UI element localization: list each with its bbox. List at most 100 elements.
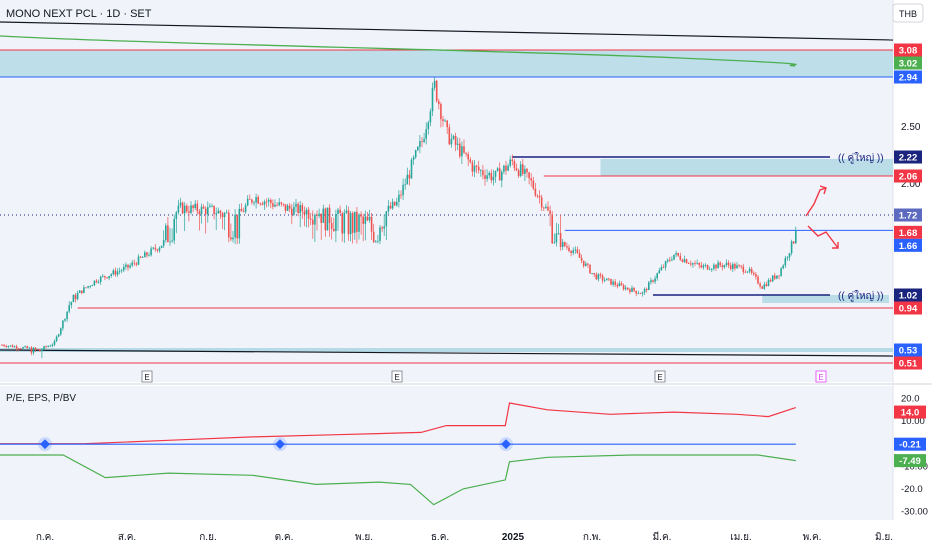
candle-body	[307, 209, 310, 219]
candle-body	[648, 282, 650, 291]
earnings-marker[interactable]: E	[657, 373, 662, 382]
big-player-label-high: (( คู่ใหญ่ ))	[838, 152, 884, 164]
currency-badge[interactable]: THB	[899, 9, 917, 19]
candle-body	[396, 201, 398, 206]
candle-body	[259, 203, 262, 205]
candle-body	[511, 159, 514, 162]
candle-body	[503, 165, 505, 172]
candle-body	[708, 269, 711, 271]
candle-body	[47, 346, 49, 347]
annotations-layer: (( คู่ใหญ่ )) (( คู่ใหญ่ )) E E E E	[141, 152, 884, 383]
candle-body	[717, 262, 719, 269]
candle-body	[576, 249, 579, 254]
candle-body	[280, 202, 283, 204]
candle-body	[788, 253, 791, 258]
earnings-marker-upcoming[interactable]: E	[818, 373, 823, 382]
candle-body	[381, 227, 383, 229]
indicator-badge-label: -0.21	[899, 440, 921, 451]
candle-body	[43, 346, 45, 350]
currency-badge-box[interactable]	[892, 3, 924, 23]
candle-body	[444, 120, 446, 122]
candle-body	[454, 135, 457, 145]
candle-body	[202, 206, 205, 209]
indicator-line-pbv	[0, 454, 796, 506]
candle-body	[738, 265, 740, 267]
candle-body	[154, 247, 157, 250]
candle-body	[343, 212, 346, 234]
price-badge-box	[894, 169, 922, 183]
candle-body	[763, 284, 766, 289]
big-player-zone-low	[762, 295, 889, 303]
candle-body	[612, 281, 614, 285]
candle-body	[135, 263, 138, 265]
candle-body	[173, 218, 175, 241]
candle-body	[790, 241, 793, 254]
candle-body	[461, 146, 463, 157]
candle-body	[706, 264, 709, 270]
candle-body	[133, 262, 136, 264]
candle-body	[99, 276, 102, 282]
candle-body	[513, 161, 516, 169]
candle-body	[110, 274, 112, 276]
candle-body	[440, 104, 442, 120]
candle-body	[217, 210, 220, 214]
indicator-badge-label: -7.49	[899, 456, 921, 467]
candle-body	[276, 204, 278, 206]
price-badge-box	[894, 43, 922, 57]
candle-body	[778, 275, 780, 277]
candle-body	[354, 211, 356, 233]
candle-body	[81, 290, 83, 293]
candle-body	[664, 261, 667, 268]
candle-body	[200, 206, 203, 215]
candle-body	[272, 203, 274, 207]
candle-body	[141, 257, 144, 258]
candle-body	[429, 111, 432, 123]
candle-body	[448, 127, 451, 145]
earnings-marker-upcoming-box[interactable]	[815, 370, 827, 383]
candle-body	[486, 175, 488, 179]
earnings-marker[interactable]: E	[144, 373, 149, 382]
candle-body	[591, 272, 593, 274]
candle-body	[658, 270, 661, 274]
candle-body	[379, 227, 381, 241]
candle-body	[282, 203, 285, 205]
candle-body	[39, 349, 41, 352]
candle-body	[246, 198, 249, 206]
candle-body	[322, 208, 325, 223]
candle-body	[95, 280, 98, 283]
candle-body	[162, 240, 165, 246]
candle-body	[746, 271, 749, 273]
candle-body	[242, 211, 245, 213]
candle-body	[463, 146, 465, 153]
big-player-zone-high	[600, 159, 893, 176]
price-badge-box	[894, 208, 922, 222]
candle-body	[753, 272, 755, 275]
candle-body	[265, 201, 268, 203]
candle-body	[391, 201, 394, 209]
candle-body	[64, 319, 66, 321]
candle-body	[543, 207, 545, 209]
earnings-marker[interactable]: E	[394, 373, 399, 382]
time-tick-label: 2025	[502, 532, 525, 543]
candle-body	[18, 348, 20, 350]
earnings-marker-box[interactable]	[654, 370, 666, 383]
candle-body	[72, 294, 75, 303]
candle-body	[585, 263, 587, 266]
base-zone	[0, 348, 893, 352]
price-badge-label: 1.72	[899, 211, 918, 222]
earnings-marker-box[interactable]	[391, 370, 403, 383]
candle-body	[51, 344, 54, 346]
earnings-marker-box[interactable]	[141, 370, 153, 383]
candle-body	[177, 205, 180, 213]
candle-body	[597, 274, 600, 280]
candle-body	[123, 266, 125, 271]
candle-body	[660, 267, 663, 271]
candle-body	[782, 265, 784, 269]
candle-body	[196, 203, 199, 212]
candle-body	[129, 265, 131, 268]
candle-body	[417, 146, 419, 151]
candle-body	[553, 242, 556, 244]
candle-body	[469, 159, 472, 163]
candle-body	[385, 211, 388, 227]
